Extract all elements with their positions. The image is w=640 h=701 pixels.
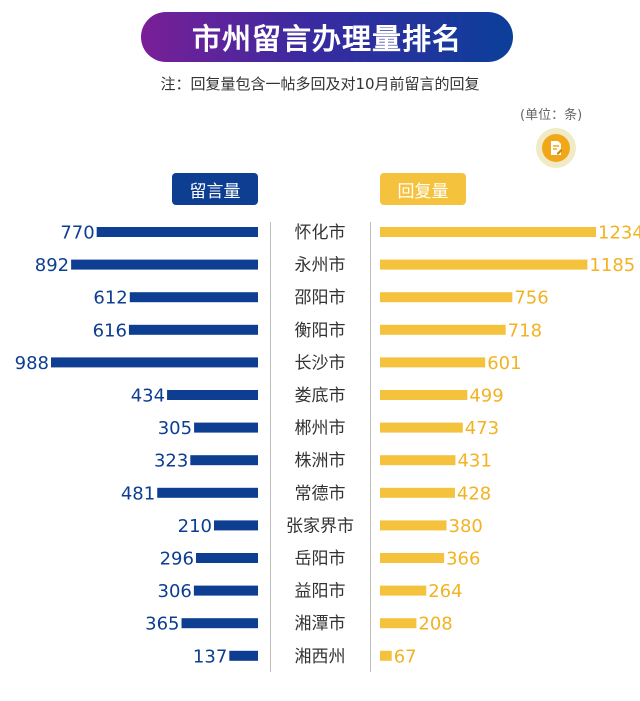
- value-label-huifu: 601: [487, 353, 521, 374]
- bar-huifu: [380, 357, 486, 368]
- bar-huifu: [380, 585, 427, 596]
- bar-liuyan: [229, 650, 258, 661]
- bar-liuyan: [128, 324, 258, 335]
- bar-huifu: [380, 553, 445, 563]
- value-label-liuyan: 988: [15, 353, 49, 374]
- category-label: 岳阳市: [295, 549, 346, 569]
- bar-huifu: [380, 227, 596, 237]
- value-label-huifu: 428: [457, 483, 491, 504]
- category-label: 衡阳市: [295, 321, 346, 341]
- value-label-huifu: 67: [394, 646, 417, 667]
- bar-liuyan: [195, 553, 258, 563]
- legend-right-series: 回复量: [380, 173, 466, 205]
- value-label-huifu: 1185: [589, 255, 635, 276]
- page-title: 市州留言办理量排名: [191, 22, 462, 56]
- bar-huifu: [380, 259, 588, 270]
- bar-liuyan: [167, 390, 258, 400]
- bar-liuyan: [71, 259, 258, 270]
- bar-huifu: [380, 618, 417, 629]
- value-label-liuyan: 612: [93, 288, 127, 309]
- legend-left-series: 留言量: [172, 173, 258, 205]
- title-banner: 市州留言办理量排名: [141, 12, 513, 62]
- value-label-liuyan: 210: [178, 516, 212, 537]
- value-label-liuyan: 323: [154, 451, 188, 472]
- value-label-liuyan: 434: [131, 386, 165, 407]
- value-label-liuyan: 137: [193, 646, 227, 667]
- bar-huifu: [380, 292, 513, 303]
- value-label-liuyan: 365: [145, 614, 179, 635]
- value-label-huifu: 473: [465, 418, 499, 439]
- bar-liuyan: [51, 357, 258, 368]
- bar-liuyan: [190, 455, 258, 466]
- bar-liuyan: [181, 618, 258, 629]
- value-label-liuyan: 616: [93, 320, 127, 341]
- category-label: 娄底市: [295, 386, 346, 406]
- bar-huifu: [380, 455, 456, 466]
- category-label: 长沙市: [295, 353, 346, 373]
- category-label: 永州市: [295, 256, 346, 276]
- category-label: 株洲市: [295, 451, 346, 471]
- bar-huifu: [380, 324, 506, 335]
- value-label-huifu: 380: [449, 516, 483, 537]
- bar-liuyan: [193, 585, 258, 596]
- value-label-liuyan: 481: [121, 483, 155, 504]
- bar-liuyan: [194, 422, 258, 433]
- bar-huifu: [380, 650, 392, 661]
- value-label-huifu: 264: [428, 581, 462, 602]
- bar-liuyan: [157, 487, 258, 498]
- value-label-liuyan: 296: [160, 549, 194, 570]
- category-label: 邵阳市: [295, 288, 346, 308]
- category-label: 张家界市: [286, 516, 354, 536]
- category-label: 怀化市: [295, 223, 346, 243]
- bar-liuyan: [129, 292, 258, 303]
- note-text: 注：回复量包含一帖多回及对10月前留言的回复: [160, 75, 480, 93]
- value-label-huifu: 366: [446, 549, 480, 570]
- value-label-liuyan: 892: [35, 255, 69, 276]
- bar-huifu: [380, 422, 463, 433]
- value-label-huifu: 499: [469, 386, 503, 407]
- value-label-liuyan: 306: [158, 581, 192, 602]
- category-label: 湘西州: [295, 647, 346, 667]
- category-label: 常德市: [295, 484, 346, 504]
- bar-liuyan: [214, 520, 258, 531]
- bar-huifu: [380, 487, 455, 498]
- bar-liuyan: [96, 227, 258, 237]
- right-divider: [370, 222, 371, 672]
- value-label-huifu: 718: [508, 320, 542, 341]
- value-label-huifu: 431: [457, 451, 491, 472]
- bar-huifu: [380, 520, 447, 531]
- value-label-liuyan: 305: [158, 418, 192, 439]
- value-label-liuyan: 770: [60, 223, 94, 244]
- document-edit-icon: [536, 128, 576, 168]
- category-label: 湘潭市: [295, 614, 346, 634]
- value-label-huifu: 208: [418, 614, 452, 635]
- left-divider: [270, 222, 271, 672]
- category-label: 郴州市: [295, 419, 346, 439]
- unit-label: (单位：条): [520, 108, 583, 123]
- category-label: 益阳市: [295, 582, 346, 602]
- value-label-huifu: 756: [514, 288, 548, 309]
- value-label-huifu: 1234: [598, 223, 640, 244]
- bar-huifu: [380, 390, 468, 400]
